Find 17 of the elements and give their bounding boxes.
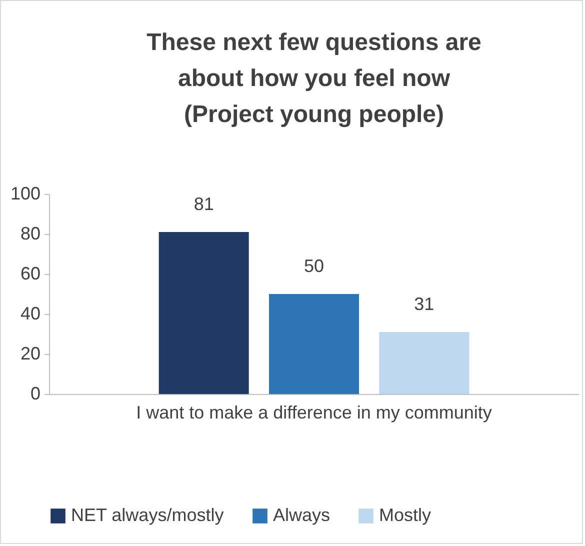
y-tick-label: 80 [20, 224, 40, 244]
bar [379, 332, 470, 394]
data-label: 81 [194, 194, 214, 214]
bar [269, 294, 359, 394]
data-label: 50 [304, 256, 324, 276]
legend-label: NET always/mostly [71, 505, 224, 525]
legend-label: Mostly [379, 505, 432, 525]
y-tick-label: 0 [30, 384, 40, 404]
y-tick-label: 60 [20, 264, 40, 284]
data-label: 31 [414, 294, 434, 314]
x-tick-label: I want to make a difference in my community [136, 402, 492, 422]
chart-title: These next few questions are about how you feel now (Project young people) [146, 29, 482, 128]
y-tick-label: 100 [10, 184, 40, 204]
y-tick-label: 20 [20, 344, 40, 364]
y-tick-label: 40 [20, 304, 40, 324]
bar [158, 232, 249, 394]
legend-label: Always [273, 505, 330, 525]
